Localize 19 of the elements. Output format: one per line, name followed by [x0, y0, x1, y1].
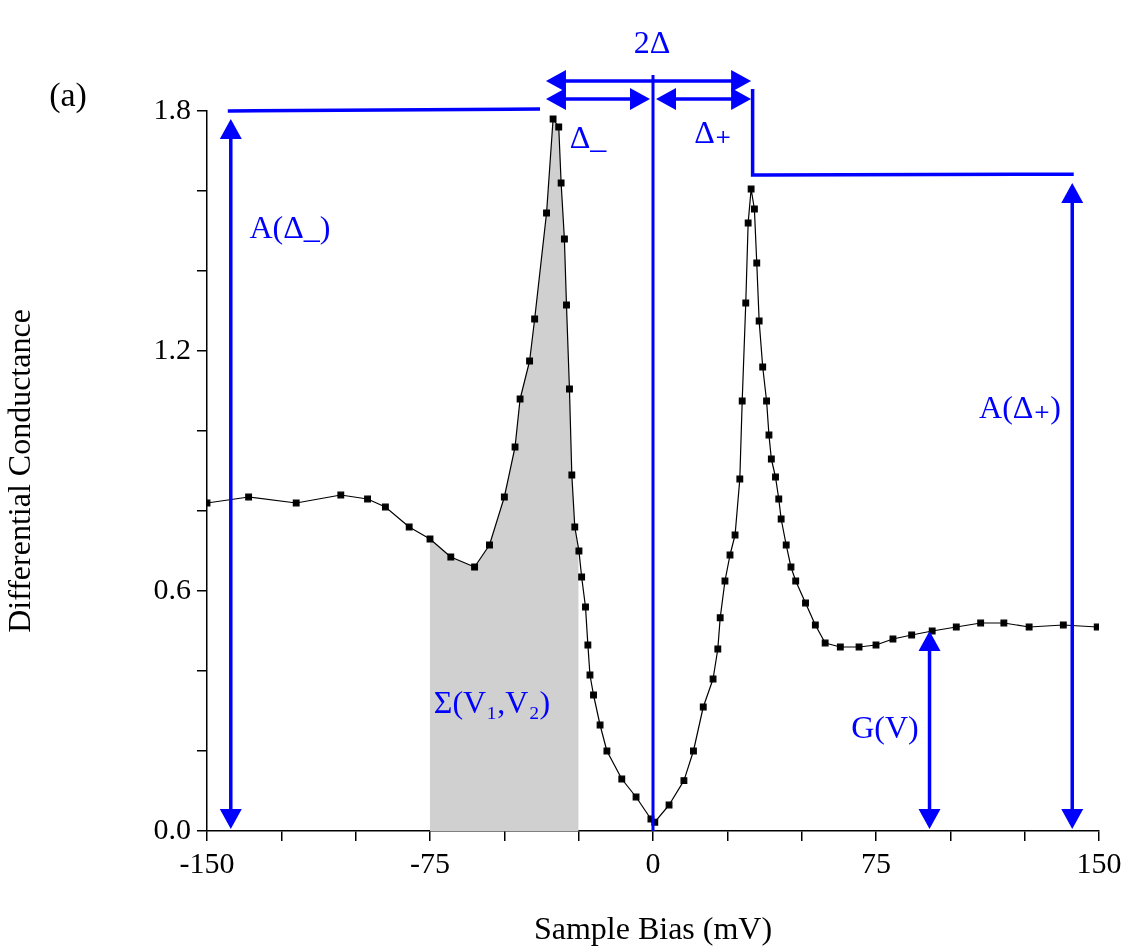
x-tick-label: 75 — [861, 845, 891, 879]
annotation: Δ_ — [569, 119, 608, 156]
y-axis-title: Differential Conductance — [0, 309, 37, 633]
text: (a) — [49, 75, 87, 114]
y-tick-label: 1.2 — [153, 331, 191, 365]
y-tick-label: 0.6 — [153, 571, 191, 605]
text: 2Δ — [633, 24, 671, 61]
x-tick-label: 0 — [645, 845, 661, 879]
x-tick-label: -150 — [179, 845, 235, 879]
annotation: G(V) — [851, 709, 919, 746]
x-tick-label: 150 — [1076, 845, 1122, 879]
annotation: Σ(V₁,V₂) — [433, 684, 551, 721]
x-axis-title: Sample Bias (mV) — [533, 910, 773, 947]
annotation: A(Δ_) — [249, 209, 331, 246]
annotation: A(Δ₊) — [979, 389, 1061, 426]
y-tick-label: 1.8 — [153, 91, 191, 125]
annotation: Δ₊ — [694, 114, 732, 151]
x-tick-label: -75 — [410, 845, 450, 879]
y-tick-label: 0.0 — [153, 811, 191, 845]
